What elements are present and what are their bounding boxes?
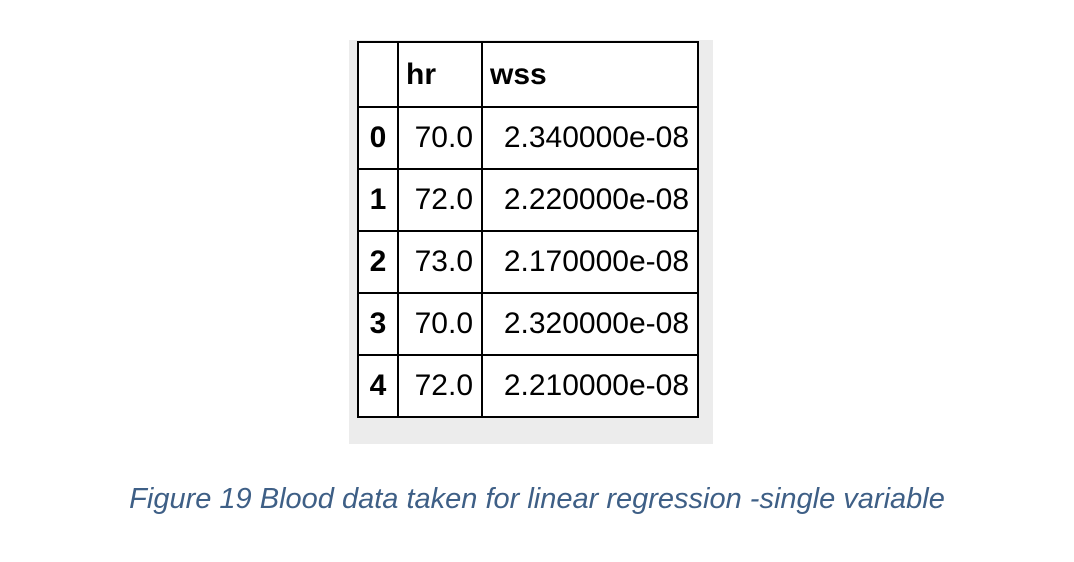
table-row: 3 70.0 2.320000e-08 — [357, 292, 699, 356]
dataframe-table: hr wss 0 70.0 2.340000e-08 1 72.0 2.2200… — [357, 41, 699, 418]
table-row: 4 72.0 2.210000e-08 — [357, 354, 699, 418]
cell-wss: 2.170000e-08 — [481, 230, 699, 294]
cell-hr: 73.0 — [397, 230, 483, 294]
cell-hr: 70.0 — [397, 292, 483, 356]
figure-caption: Figure 19 Blood data taken for linear re… — [129, 483, 945, 515]
table-header-row: hr wss — [357, 41, 699, 108]
cell-wss: 2.220000e-08 — [481, 168, 699, 232]
row-index: 4 — [357, 354, 399, 418]
cell-wss: 2.210000e-08 — [481, 354, 699, 418]
row-index: 2 — [357, 230, 399, 294]
cell-hr: 72.0 — [397, 168, 483, 232]
row-index: 3 — [357, 292, 399, 356]
row-index: 0 — [357, 106, 399, 170]
cell-hr: 70.0 — [397, 106, 483, 170]
cell-wss: 2.320000e-08 — [481, 292, 699, 356]
column-header-hr: hr — [397, 41, 483, 108]
row-index: 1 — [357, 168, 399, 232]
cell-wss: 2.340000e-08 — [481, 106, 699, 170]
table-row: 1 72.0 2.220000e-08 — [357, 168, 699, 232]
index-header — [357, 41, 399, 108]
dataframe-figure: hr wss 0 70.0 2.340000e-08 1 72.0 2.2200… — [349, 40, 713, 444]
table-row: 2 73.0 2.170000e-08 — [357, 230, 699, 294]
column-header-wss: wss — [481, 41, 699, 108]
cell-hr: 72.0 — [397, 354, 483, 418]
table-row: 0 70.0 2.340000e-08 — [357, 106, 699, 170]
